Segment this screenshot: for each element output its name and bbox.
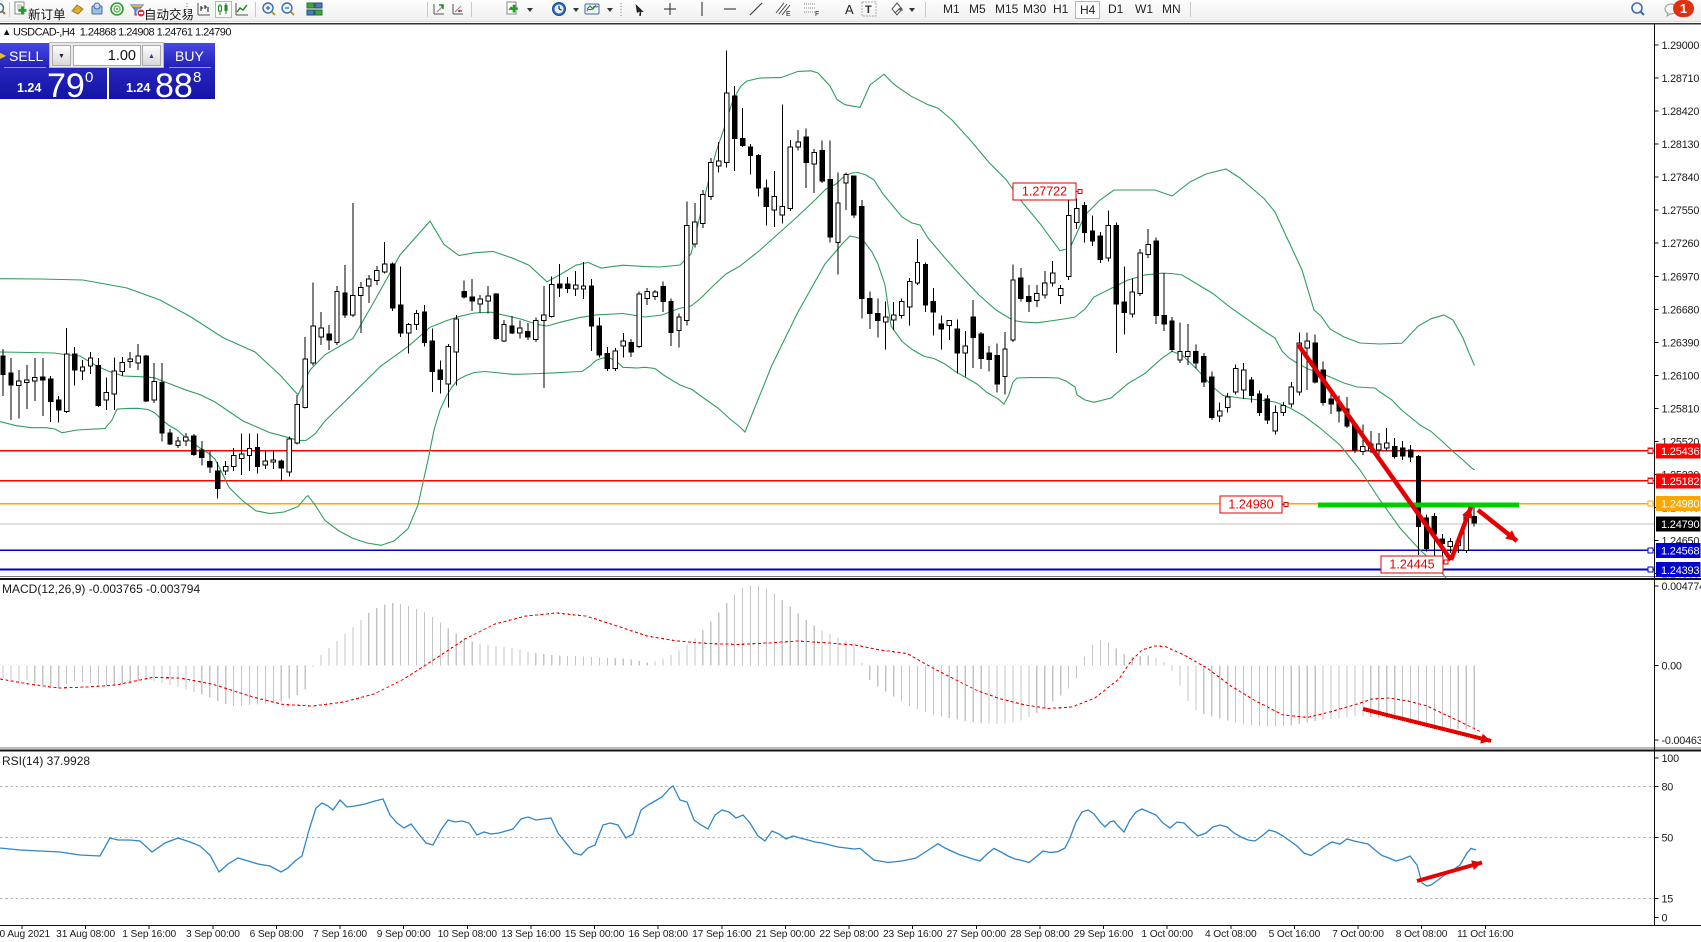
svg-text:6 Sep 08:00: 6 Sep 08:00: [250, 929, 304, 940]
svg-text:1.24790: 1.24790: [1661, 519, 1699, 531]
svg-text:1.24980: 1.24980: [1228, 498, 1273, 512]
svg-text:100: 100: [1662, 753, 1680, 765]
svg-text:T: T: [865, 4, 872, 16]
svg-text:1.25182: 1.25182: [1661, 476, 1699, 488]
svg-text:0: 0: [1662, 913, 1668, 925]
svg-text:16 Sep 08:00: 16 Sep 08:00: [628, 929, 688, 940]
svg-text:1.26100: 1.26100: [1662, 370, 1700, 382]
svg-text:9 Sep 00:00: 9 Sep 00:00: [377, 929, 431, 940]
svg-text:E: E: [786, 11, 791, 18]
svg-text:1.26970: 1.26970: [1662, 271, 1700, 283]
svg-text:1.24980: 1.24980: [1661, 499, 1699, 511]
svg-text:22 Sep 08:00: 22 Sep 08:00: [819, 929, 879, 940]
svg-text:13 Sep 16:00: 13 Sep 16:00: [501, 929, 561, 940]
svg-text:1 Oct 00:00: 1 Oct 00:00: [1141, 929, 1193, 940]
svg-text:23 Sep 16:00: 23 Sep 16:00: [883, 929, 943, 940]
svg-text:F: F: [815, 11, 819, 18]
svg-text:31 Aug 08:00: 31 Aug 08:00: [56, 929, 115, 940]
svg-text:1.25436: 1.25436: [1661, 446, 1699, 458]
svg-text:1.28420: 1.28420: [1662, 106, 1700, 118]
svg-text:4 Oct 08:00: 4 Oct 08:00: [1205, 929, 1257, 940]
svg-text:1.24393: 1.24393: [1661, 565, 1699, 577]
svg-text:30 Aug 2021: 30 Aug 2021: [0, 929, 50, 940]
svg-text:10 Sep 08:00: 10 Sep 08:00: [438, 929, 498, 940]
svg-text:USDCAD-,H4 1.24868 1.24908 1.: USDCAD-,H4 1.24868 1.24908 1.24761 1.247…: [13, 27, 231, 39]
svg-text:15: 15: [1662, 894, 1674, 906]
svg-text:5 Oct 16:00: 5 Oct 16:00: [1269, 929, 1321, 940]
svg-text:1.24568: 1.24568: [1661, 546, 1699, 558]
svg-text:1.24445: 1.24445: [1389, 558, 1434, 572]
svg-text:MACD(12,26,9) -0.003765 -0.003: MACD(12,26,9) -0.003765 -0.003794: [2, 582, 200, 596]
svg-text:3 Sep 00:00: 3 Sep 00:00: [186, 929, 240, 940]
svg-text:29 Sep 16:00: 29 Sep 16:00: [1074, 929, 1134, 940]
svg-text:1.27260: 1.27260: [1662, 238, 1700, 250]
svg-text:7 Oct 00:00: 7 Oct 00:00: [1332, 929, 1384, 940]
svg-text:1.25810: 1.25810: [1662, 404, 1700, 416]
svg-text:50: 50: [1662, 833, 1674, 845]
svg-text:21 Sep 00:00: 21 Sep 00:00: [756, 929, 816, 940]
svg-text:1.29000: 1.29000: [1662, 40, 1700, 52]
svg-text:28 Sep 08:00: 28 Sep 08:00: [1010, 929, 1070, 940]
svg-text:1 Sep 16:00: 1 Sep 16:00: [122, 929, 176, 940]
svg-text:15 Sep 00:00: 15 Sep 00:00: [565, 929, 625, 940]
svg-text:1.27840: 1.27840: [1662, 172, 1700, 184]
svg-text:1.28130: 1.28130: [1662, 139, 1700, 151]
svg-text:11 Oct 16:00: 11 Oct 16:00: [1457, 929, 1514, 940]
svg-text:1.26680: 1.26680: [1662, 304, 1700, 316]
svg-text:1.27722: 1.27722: [1022, 185, 1067, 199]
svg-text:27 Sep 00:00: 27 Sep 00:00: [947, 929, 1007, 940]
svg-text:RSI(14) 37.9928: RSI(14) 37.9928: [2, 754, 90, 768]
svg-text:1.27550: 1.27550: [1662, 205, 1700, 217]
svg-text:80: 80: [1662, 782, 1674, 794]
svg-text:0.004774: 0.004774: [1662, 581, 1701, 593]
svg-text:8 Oct 08:00: 8 Oct 08:00: [1396, 929, 1448, 940]
svg-text:1.26390: 1.26390: [1662, 337, 1700, 349]
svg-text:17 Sep 16:00: 17 Sep 16:00: [692, 929, 752, 940]
svg-text:1.28710: 1.28710: [1662, 73, 1700, 85]
svg-text:7 Sep 16:00: 7 Sep 16:00: [313, 929, 367, 940]
svg-text:-0.004637: -0.004637: [1662, 735, 1701, 747]
svg-text:▲: ▲: [2, 27, 11, 38]
svg-text:0.00: 0.00: [1662, 660, 1682, 672]
